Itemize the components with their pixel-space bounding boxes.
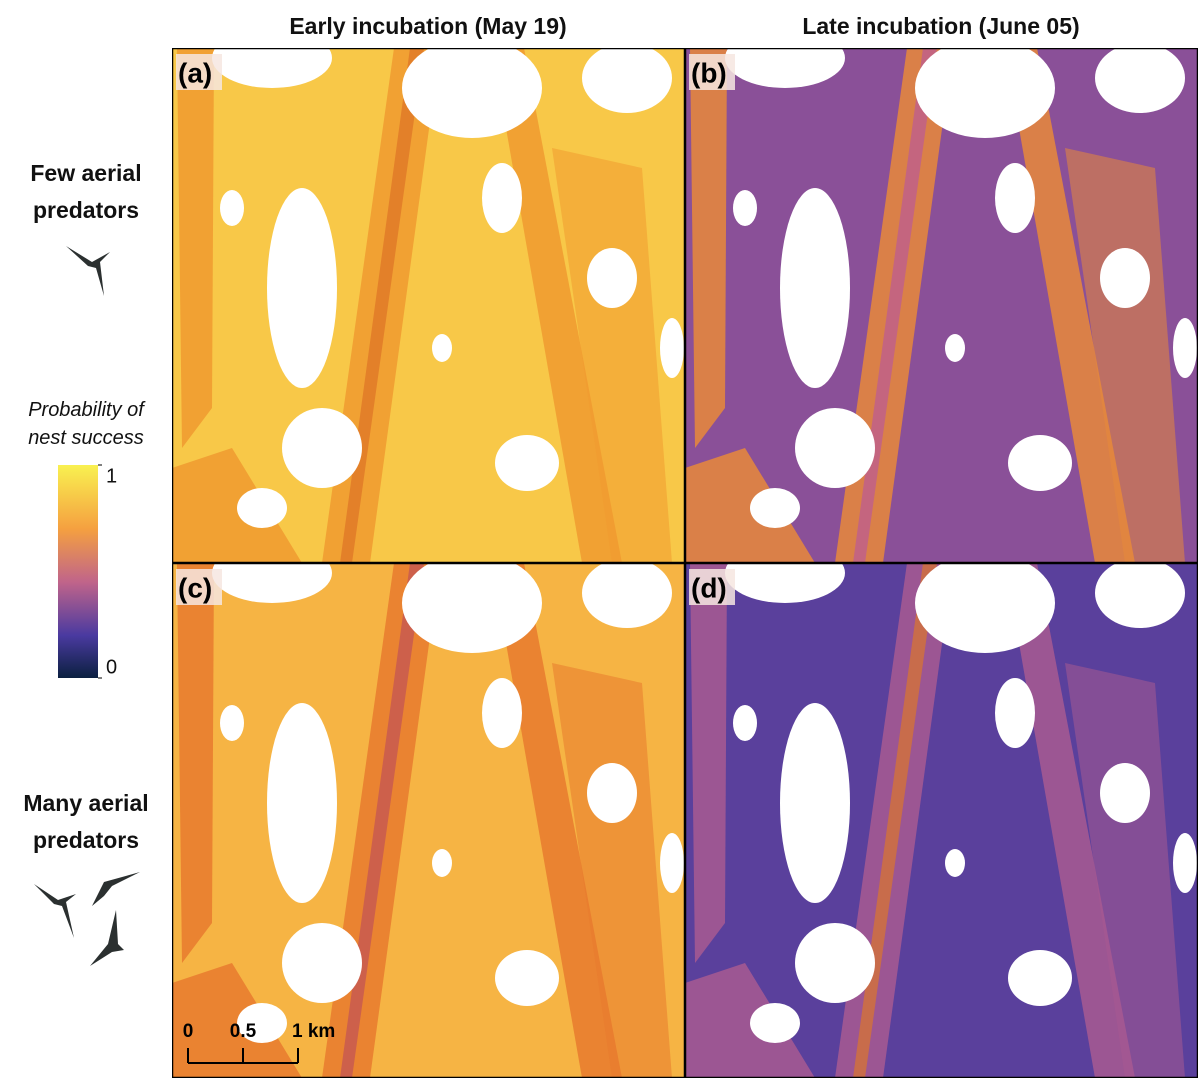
map-ridge: [853, 563, 937, 1078]
no-data-area: [267, 703, 337, 903]
no-data-area: [432, 849, 452, 877]
map-panel: (c): [172, 563, 685, 1078]
no-data-area: [1095, 48, 1185, 113]
map-ridge: [552, 148, 672, 563]
map-ridge: [492, 48, 622, 563]
scale-bar-label: 1 km: [292, 1021, 335, 1042]
no-data-area: [915, 563, 1055, 653]
column-title: Early incubation (May 19): [289, 13, 566, 39]
no-data-area: [495, 435, 559, 491]
colorbar: [58, 465, 98, 678]
no-data-area: [750, 1003, 800, 1043]
row-label: Many aerial predators: [23, 790, 149, 853]
no-data-area: [660, 318, 684, 378]
legend-title: Probability of nest success: [28, 399, 144, 449]
map-ridge: [177, 48, 214, 448]
column-title: Late incubation (June 05): [802, 13, 1079, 39]
no-data-area: [587, 248, 637, 308]
panel-border: [172, 48, 685, 563]
no-data-area: [725, 48, 845, 88]
no-data-area: [1100, 248, 1150, 308]
map-ridge: [1065, 663, 1185, 1078]
no-data-area: [945, 849, 965, 877]
map-ridge: [1005, 48, 1135, 563]
map-ridge: [340, 563, 424, 1078]
no-data-area: [733, 190, 757, 226]
no-data-area: [482, 163, 522, 233]
no-data-area: [402, 563, 542, 653]
no-data-area: [237, 488, 287, 528]
row-label: Few aerial predators: [30, 160, 142, 223]
no-data-area: [995, 163, 1035, 233]
scale-bar-label: 0: [183, 1021, 194, 1042]
map-ridge: [853, 48, 937, 563]
bird-icons: [34, 246, 140, 966]
panel-label-box: [176, 54, 222, 90]
no-data-area: [282, 923, 362, 1003]
no-data-area: [212, 563, 332, 603]
map-panel: (a): [172, 48, 685, 563]
panel-label-box: [689, 54, 735, 90]
no-data-area: [402, 48, 542, 138]
no-data-area: [1095, 563, 1185, 628]
panel-label-box: [176, 569, 222, 605]
panel-border: [685, 48, 1198, 563]
colorbar-tick-label: 0: [106, 656, 117, 678]
no-data-area: [432, 334, 452, 362]
map-panel: (d): [685, 563, 1198, 1078]
no-data-area: [780, 188, 850, 388]
no-data-area: [1173, 318, 1197, 378]
scale-bar-label: 0.5: [230, 1021, 257, 1042]
colorbar-tick-label: 1: [106, 465, 117, 487]
map-ridge: [685, 963, 815, 1078]
no-data-area: [915, 48, 1055, 138]
no-data-area: [795, 923, 875, 1003]
map-ridge: [690, 563, 727, 963]
no-data-area: [995, 678, 1035, 748]
no-data-area: [237, 1003, 287, 1043]
map-ridge: [172, 963, 302, 1078]
no-data-area: [1008, 950, 1072, 1006]
panel-label-box: [689, 569, 735, 605]
map-ridge: [685, 448, 815, 563]
panel-label: (c): [178, 572, 212, 603]
no-data-area: [282, 408, 362, 488]
no-data-area: [1100, 763, 1150, 823]
no-data-area: [212, 48, 332, 88]
map-ridge: [177, 563, 214, 963]
no-data-area: [733, 705, 757, 741]
map-ridge: [552, 663, 672, 1078]
no-data-area: [582, 563, 672, 628]
map-panel: (b): [685, 48, 1198, 563]
no-data-area: [725, 563, 845, 603]
no-data-area: [220, 705, 244, 741]
map-ridge: [1005, 563, 1135, 1078]
panel-border: [172, 563, 685, 1078]
map-ridge: [340, 48, 424, 563]
map-ridge: [690, 48, 727, 448]
panel-border: [685, 563, 1198, 1078]
no-data-area: [482, 678, 522, 748]
map-ridge: [172, 448, 302, 563]
no-data-area: [582, 48, 672, 113]
no-data-area: [750, 488, 800, 528]
panel-label: (b): [691, 57, 727, 88]
no-data-area: [660, 833, 684, 893]
no-data-area: [267, 188, 337, 388]
map-ridge: [492, 563, 622, 1078]
no-data-area: [1173, 833, 1197, 893]
no-data-area: [220, 190, 244, 226]
panel-label: (d): [691, 572, 727, 603]
no-data-area: [587, 763, 637, 823]
no-data-area: [945, 334, 965, 362]
no-data-area: [495, 950, 559, 1006]
panel-label: (a): [178, 57, 212, 88]
no-data-area: [1008, 435, 1072, 491]
map-ridge: [1065, 148, 1185, 563]
no-data-area: [795, 408, 875, 488]
no-data-area: [780, 703, 850, 903]
